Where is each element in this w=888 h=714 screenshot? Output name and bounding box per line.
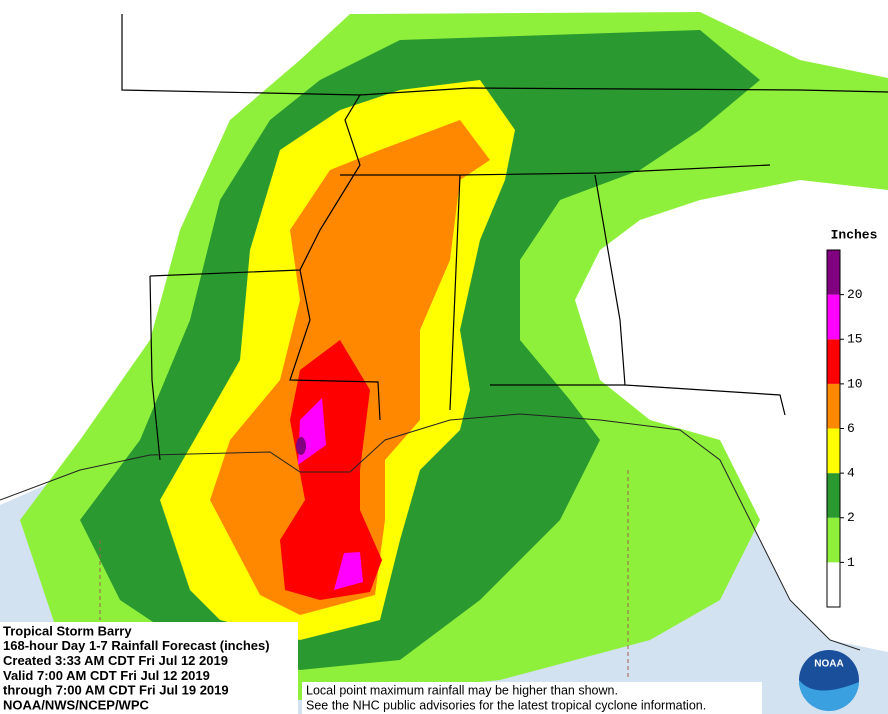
logo-wave <box>798 680 859 712</box>
legend-swatch <box>827 428 840 474</box>
legend-tick-label: 20 <box>847 287 863 302</box>
caption-line: through 7:00 AM CDT Fri Jul 19 2019 <box>3 683 229 698</box>
legend-swatch <box>827 250 840 295</box>
note: Local point maximum rainfall may be high… <box>306 683 706 712</box>
coastline <box>0 413 861 651</box>
legend-swatch <box>827 383 840 429</box>
caption-line: Created 3:33 AM CDT Fri Jul 12 2019 <box>3 653 228 668</box>
noaa-logo: NOAA <box>798 650 859 712</box>
legend-swatch <box>827 339 840 384</box>
note-line: Local point maximum rainfall may be high… <box>306 683 618 697</box>
legend: Inches 1 2 4 6 10 15 20 <box>826 227 878 608</box>
state-line <box>449 174 461 411</box>
legend-title: Inches <box>831 227 878 242</box>
state-line <box>289 269 381 421</box>
caption-line: 168-hour Day 1-7 Rainfall Forecast (inch… <box>3 638 270 653</box>
caption-line: Tropical Storm Barry <box>3 623 132 638</box>
note-box <box>302 682 762 714</box>
caption-line: Valid 7:00 AM CDT Fri Jul 12 2019 <box>3 668 210 683</box>
caption-box <box>0 622 298 714</box>
band-15-20 <box>334 552 363 590</box>
band-10-15 <box>280 340 382 600</box>
legend-tick-label: 6 <box>847 421 855 436</box>
logo-text: NOAA <box>814 659 843 670</box>
note-line: See the NHC public advisories for the la… <box>306 698 706 712</box>
boundaries <box>0 14 888 680</box>
rainfall-bands <box>20 12 888 700</box>
legend-tick-label: 2 <box>847 510 855 525</box>
state-line <box>121 14 362 277</box>
legend-swatch <box>827 473 840 518</box>
legend-tick-label: 10 <box>847 376 863 391</box>
state-line <box>149 275 161 461</box>
legend-swatch <box>827 562 840 607</box>
legend-tick-label: 15 <box>847 332 863 347</box>
legend-swatch <box>827 517 840 563</box>
legend-swatch <box>827 294 840 340</box>
legend-tick-label: 4 <box>847 466 855 481</box>
state-line <box>340 164 771 176</box>
band-20-plus <box>296 437 306 455</box>
caption-line: NOAA/NWS/NCEP/WPC <box>3 697 150 712</box>
legend-tick-label: 1 <box>847 555 855 570</box>
state-line <box>359 87 888 96</box>
